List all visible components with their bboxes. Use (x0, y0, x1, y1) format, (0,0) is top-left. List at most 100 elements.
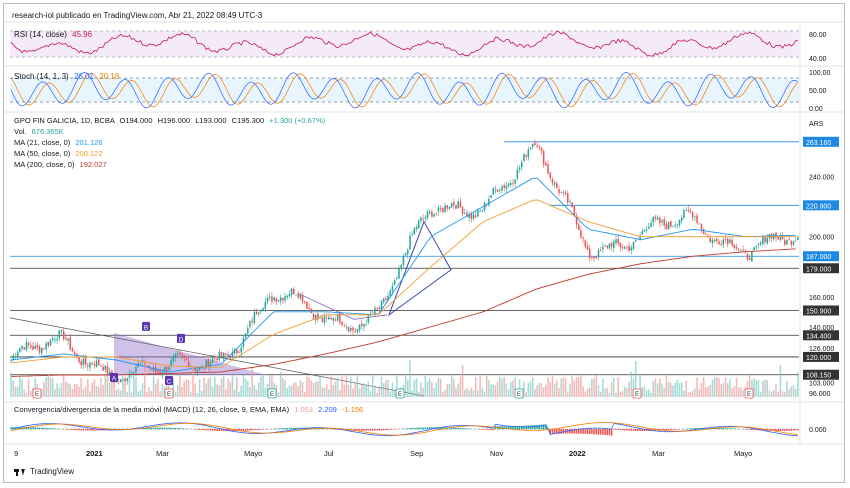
event-marker-label: E (517, 392, 521, 398)
volume-bar (23, 389, 26, 397)
volume-bar (49, 377, 52, 397)
volume-bar (144, 360, 146, 397)
volume-bar (665, 375, 668, 397)
volume-bar (244, 378, 247, 397)
volume-bar (187, 380, 190, 397)
price-marker-label: 179.000 (806, 266, 831, 273)
candle-body (339, 312, 341, 323)
price-axis-tick: 126.000 (809, 346, 834, 353)
volume-bar (146, 392, 148, 397)
macd-histogram-bar (783, 429, 786, 431)
candle-body (431, 211, 433, 217)
macd-histogram-bar (545, 424, 547, 430)
macd-histogram-bar (176, 428, 179, 430)
macd-histogram-bar (194, 429, 196, 430)
candle-body (437, 207, 440, 212)
candle-body (674, 224, 676, 226)
candle-body (54, 339, 56, 340)
volume-bar (558, 388, 560, 397)
candle-body (196, 369, 199, 372)
macd-histogram-bar (407, 428, 409, 430)
candle-body (488, 199, 490, 206)
macd-histogram-bar (97, 429, 100, 431)
volume-bar (794, 389, 797, 397)
macd-histogram-bar (580, 429, 582, 434)
macd-histogram-bar (641, 429, 644, 432)
macd-histogram-bar (108, 429, 111, 431)
candle-body (183, 355, 186, 358)
volume-bar (735, 377, 738, 397)
candle-body (343, 325, 345, 327)
candle-body (347, 327, 350, 332)
volume-bar (797, 372, 799, 397)
candle-body (595, 256, 598, 259)
macd-histogram-bar (168, 427, 170, 430)
candle-body (21, 346, 23, 349)
volume-label: Vol. (14, 127, 27, 136)
volume-bar (271, 375, 273, 397)
macd-histogram-bar (211, 429, 214, 431)
candle-body (696, 215, 698, 224)
candle-body (689, 211, 692, 213)
time-axis-tick: Sep (410, 449, 423, 458)
candle-body (404, 253, 407, 256)
candle-body (108, 371, 111, 374)
branding[interactable]: TradingView (14, 467, 74, 476)
candle-body (665, 223, 668, 230)
chart-canvas[interactable]: 80.00 40.00 100.00 50.00 0.00 A B C D E E E E E E E ARS 2… (4, 4, 845, 483)
high-value: H196.000 (157, 116, 191, 125)
volume-bar (650, 392, 652, 397)
volume-bar (214, 376, 216, 397)
candle-body (82, 358, 85, 365)
candle-body (514, 179, 516, 184)
candle-body (257, 312, 260, 314)
candle-body (266, 298, 269, 302)
volume-bar (643, 386, 646, 397)
candle-body (632, 241, 635, 249)
rsi-axis-tick: 80.00 (809, 32, 827, 39)
event-marker-label: E (167, 392, 171, 398)
candle-body (198, 366, 201, 371)
volume-bar (251, 368, 253, 397)
time-axis-tick: 9 (14, 449, 18, 458)
pattern-label-box (165, 375, 173, 385)
close-value: C195.300 (231, 116, 265, 125)
macd-histogram-bar (663, 429, 665, 431)
volume-bar (264, 387, 267, 397)
volume-bar (553, 383, 556, 397)
candle-body (194, 368, 196, 371)
volume-bar (227, 378, 229, 397)
macd-histogram-bar (718, 427, 720, 430)
macd-histogram-bar (577, 429, 580, 434)
candle-body (764, 236, 766, 243)
candle-body (236, 349, 238, 354)
macd-histogram-bar (562, 429, 565, 434)
candle-body (251, 320, 253, 323)
volume-bar (468, 390, 470, 397)
candle-body (503, 185, 505, 188)
volume-bar (257, 382, 260, 397)
volume-bar (542, 387, 545, 397)
volume-bar (431, 382, 433, 397)
candle-body (141, 360, 144, 362)
candle-body (575, 215, 578, 225)
macd-histogram-bar (352, 429, 354, 431)
candle-body (650, 222, 652, 227)
candle-body (218, 352, 221, 360)
candle-body (783, 240, 786, 245)
macd-histogram-bar (385, 429, 387, 431)
candle-body (56, 338, 58, 341)
volume-bar (60, 383, 63, 397)
macd-histogram-bar (220, 429, 223, 432)
macd-histogram-bar (536, 424, 538, 430)
volume-bar (437, 377, 440, 397)
candle-body (279, 297, 282, 302)
candle-body (455, 205, 457, 209)
macd-histogram-bar (201, 429, 203, 431)
pattern-label-box (177, 333, 185, 343)
volume-bar (71, 388, 74, 397)
candle-body (16, 352, 19, 358)
volume-bar (790, 386, 793, 397)
volume-bar (678, 382, 681, 397)
macd-histogram-bar (382, 429, 385, 431)
